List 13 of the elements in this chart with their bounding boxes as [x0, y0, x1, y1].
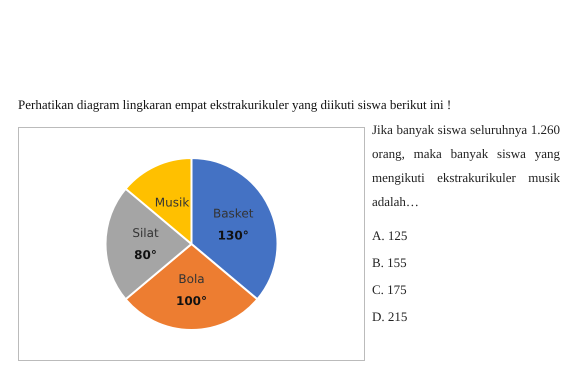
slice-label: Silat [132, 226, 159, 240]
slice-label: Basket [212, 206, 254, 221]
chart-title: Perhatikan diagram lingkaran empat ekstrakurikuler yang diikuti siswa berikut ini ! [18, 97, 452, 113]
text: C. 175 [372, 282, 408, 298]
text: Jika banyak siswa seluruhnya 1.260 orang, maka banyak siswa yang mengikuti ekstrakurikuler musik adalah… [372, 121, 560, 211]
text: B. 155 [372, 255, 408, 271]
data-label: 130° [218, 228, 249, 243]
slice-label: Bola [178, 272, 205, 286]
text: D. 215 [372, 309, 408, 325]
data-label: 100° [176, 294, 208, 308]
text: A. 125 [372, 228, 408, 244]
data-label: 80° [134, 248, 157, 262]
slice-label: Musik [154, 195, 190, 210]
